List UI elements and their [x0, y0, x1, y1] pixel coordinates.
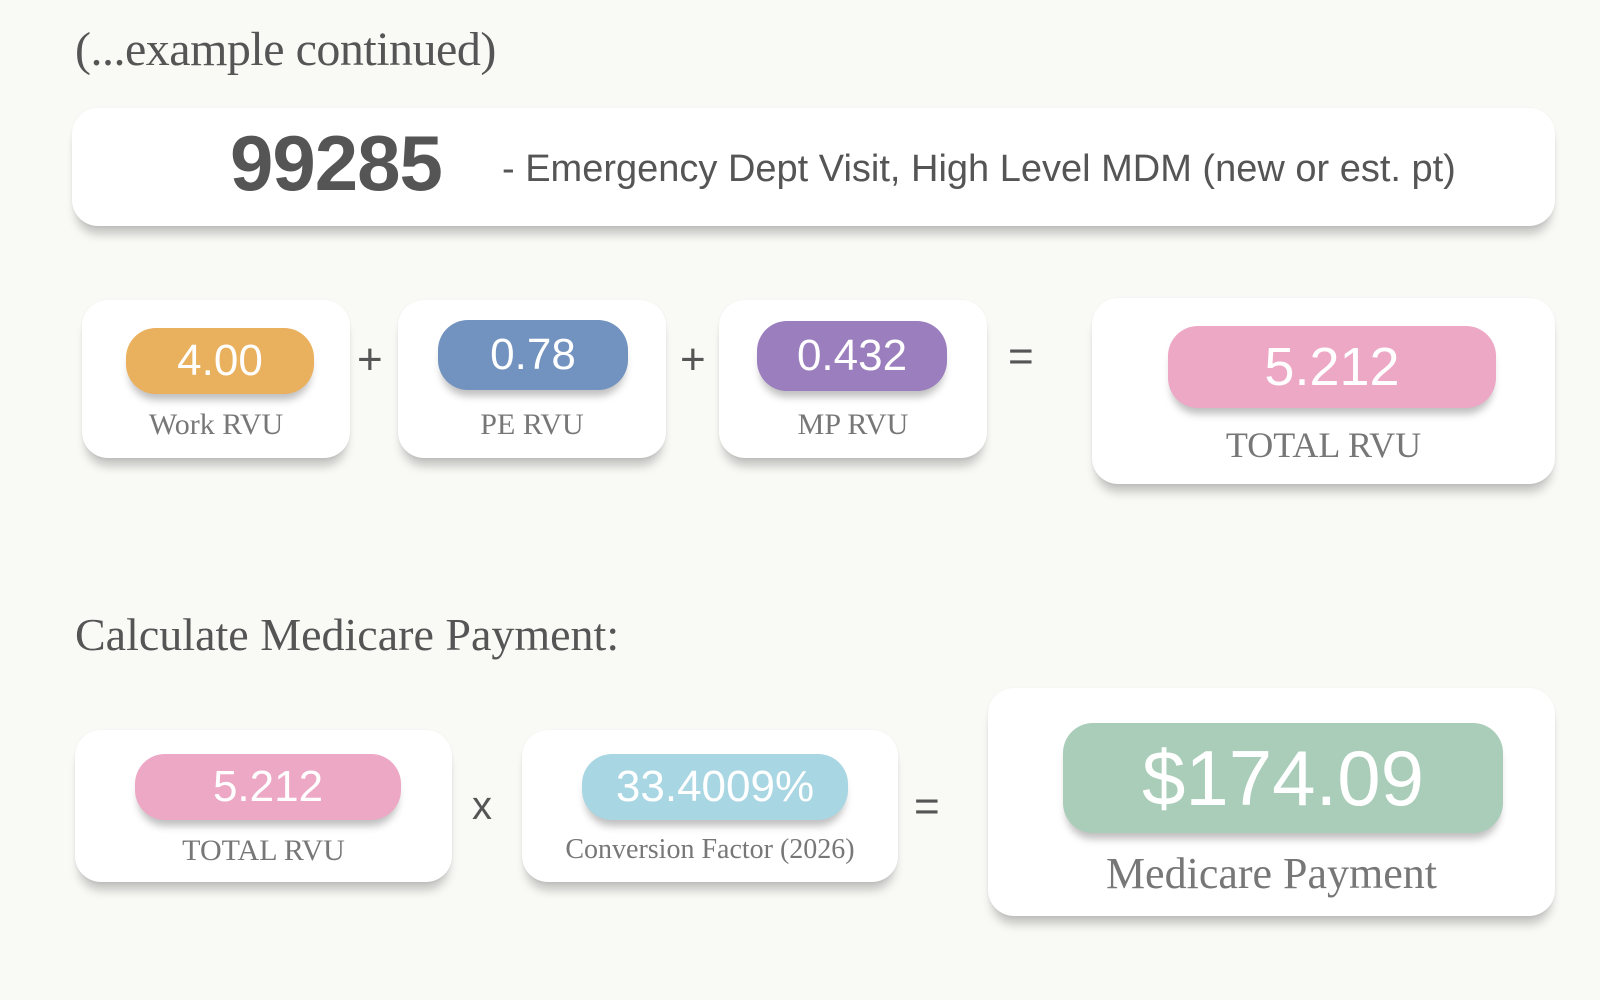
medicare-payment-card: $174.09 Medicare Payment	[988, 688, 1555, 916]
intro-text: (...example continued)	[75, 23, 496, 76]
pe-rvu-value: 0.78	[438, 320, 628, 390]
equals-sign: =	[1008, 332, 1034, 381]
total-rvu-label: TOTAL RVU	[1225, 425, 1422, 465]
medicare-payment-label: Medicare Payment	[1105, 849, 1438, 898]
conversion-factor-label: Conversion Factor (2026)	[565, 834, 855, 865]
conversion-factor-card: 33.4009% Conversion Factor (2026)	[522, 730, 898, 882]
plus-sign: +	[357, 335, 383, 384]
pe-rvu-card: 0.78 PE RVU	[398, 300, 666, 458]
payment-total-rvu-label: TOTAL RVU	[182, 834, 345, 867]
medicare-payment-value: $174.09	[1063, 723, 1503, 833]
mp-rvu-card: 0.432 MP RVU	[719, 300, 987, 458]
payment-section-title: Calculate Medicare Payment:	[75, 609, 620, 660]
payment-total-rvu-card: 5.212 TOTAL RVU	[75, 730, 452, 882]
payment-total-rvu-value: 5.212	[135, 754, 401, 820]
total-rvu-card: 5.212 TOTAL RVU	[1092, 298, 1555, 484]
plus-sign: +	[680, 335, 706, 384]
cpt-code: 99285	[230, 119, 443, 207]
multiply-sign: x	[472, 784, 492, 828]
work-rvu-label: Work RVU	[148, 408, 284, 441]
conversion-factor-value: 33.4009%	[582, 754, 848, 820]
mp-rvu-label: MP RVU	[797, 408, 909, 441]
work-rvu-value: 4.00	[126, 328, 314, 394]
total-rvu-value: 5.212	[1168, 326, 1496, 408]
cpt-description: - Emergency Dept Visit, High Level MDM (…	[502, 148, 1456, 190]
equals-sign: =	[914, 782, 940, 831]
pe-rvu-label: PE RVU	[480, 408, 584, 441]
code-card: 99285 - Emergency Dept Visit, High Level…	[72, 108, 1555, 226]
work-rvu-card: 4.00 Work RVU	[82, 300, 350, 458]
mp-rvu-value: 0.432	[757, 321, 947, 391]
